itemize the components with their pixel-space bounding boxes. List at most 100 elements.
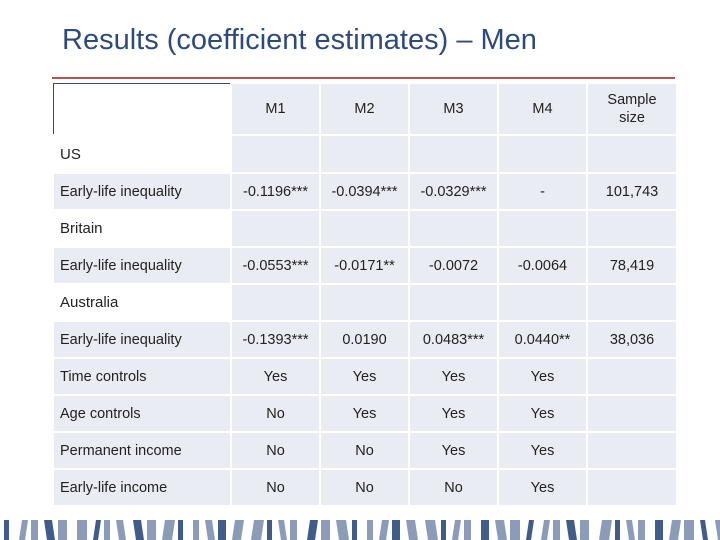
cell-m1: -0.1393*** — [230, 320, 321, 359]
table-row-permanent-income: Permanent income No No Yes Yes — [52, 431, 678, 470]
cell-m4: Yes — [497, 468, 588, 507]
section-name: Australia — [52, 283, 232, 322]
section-filler-cell — [497, 209, 588, 248]
row-label: Age controls — [52, 394, 232, 433]
row-label: Early-life inequality — [52, 246, 232, 285]
stripe-bar — [669, 520, 681, 540]
stripe-bar — [367, 520, 373, 540]
stripe-bar — [392, 520, 400, 540]
stripe-bar — [481, 520, 489, 540]
cell-m1: Yes — [230, 357, 321, 396]
column-header-sample-size: Sample size — [586, 82, 678, 136]
section-row-us: US — [52, 134, 678, 174]
section-row-australia: Australia — [52, 283, 678, 322]
stripe-bar — [425, 520, 438, 540]
decorative-footer-stripe — [0, 516, 720, 540]
cell-m2: Yes — [319, 394, 410, 433]
table-row-early-life-income: Early-life income No No No Yes — [52, 468, 678, 507]
section-filler-cell — [408, 209, 499, 248]
stripe-bar — [133, 520, 144, 540]
cell-sample-size — [586, 431, 678, 470]
cell-m3: No — [408, 468, 499, 507]
row-label: Permanent income — [52, 431, 232, 470]
stripe-bar — [379, 520, 389, 540]
cell-m1: No — [230, 394, 321, 433]
stripe-bar — [526, 520, 534, 540]
table-row-britain-early-life-inequality: Early-life inequality -0.0553*** -0.0171… — [52, 246, 678, 285]
row-label: Early-life inequality — [52, 172, 232, 211]
cell-m3: -0.0329*** — [408, 172, 499, 211]
cell-sample-size — [586, 394, 678, 433]
stripe-bar — [205, 520, 215, 540]
stripe-bar — [464, 520, 471, 540]
section-filler-cell — [408, 134, 499, 174]
stripe-bar — [278, 520, 287, 540]
stripe-bar — [406, 520, 418, 540]
stripe-bar — [553, 520, 560, 540]
stripe-bar — [44, 520, 55, 540]
cell-m4: Yes — [497, 394, 588, 433]
section-filler-cell — [319, 209, 410, 248]
section-filler-cell — [230, 209, 321, 248]
cell-m3: Yes — [408, 394, 499, 433]
stripe-bar — [336, 520, 349, 540]
section-filler-cell — [319, 134, 410, 174]
cell-sample-size: 78,419 — [586, 246, 678, 285]
section-filler-cell — [497, 134, 588, 174]
stripe-bar — [77, 520, 87, 540]
stripe-bar — [510, 520, 520, 540]
stripe-bar — [267, 520, 272, 540]
stripe-bar — [232, 520, 244, 540]
stripe-bar — [290, 520, 297, 540]
stripe-bar — [307, 520, 318, 540]
stripe-bar — [566, 520, 577, 540]
cell-m3: Yes — [408, 357, 499, 396]
stripe-bar — [147, 520, 156, 540]
table-row-age-controls: Age controls No Yes Yes Yes — [52, 394, 678, 433]
cell-m2: No — [319, 431, 410, 470]
cell-m4: -0.0064 — [497, 246, 588, 285]
stripe-bar — [116, 520, 126, 540]
column-header-m3: M3 — [408, 82, 499, 136]
stripe-bar — [321, 520, 330, 540]
cell-m3: -0.0072 — [408, 246, 499, 285]
cell-m1: No — [230, 468, 321, 507]
slide-title: Results (coefficient estimates) – Men — [62, 24, 537, 56]
stripe-bar — [441, 520, 446, 540]
cell-m2: -0.0171** — [319, 246, 410, 285]
stripe-bar — [615, 520, 620, 540]
table-row-us-early-life-inequality: Early-life inequality -0.1196*** -0.0394… — [52, 172, 678, 211]
footer-pattern-graphic — [4, 520, 720, 540]
stripe-bar — [684, 520, 694, 540]
cell-sample-size: 101,743 — [586, 172, 678, 211]
stripe-bar — [452, 520, 461, 540]
cell-m2: -0.0394*** — [319, 172, 410, 211]
cell-m3: 0.0483*** — [408, 320, 499, 359]
cell-m4: - — [497, 172, 588, 211]
cell-sample-size — [586, 357, 678, 396]
section-filler-cell — [408, 283, 499, 322]
cell-sample-size: 38,036 — [586, 320, 678, 359]
header-row: M1 M2 M3 M4 Sample size — [52, 82, 678, 136]
cell-m2: 0.0190 — [319, 320, 410, 359]
stripe-bar — [193, 520, 199, 540]
stripe-bar — [541, 520, 550, 540]
title-underline — [52, 77, 675, 79]
table-row-australia-early-life-inequality: Early-life inequality -0.1393*** 0.0190 … — [52, 320, 678, 359]
section-filler-cell — [497, 283, 588, 322]
stripe-bar — [251, 520, 264, 540]
stripe-bar — [626, 520, 635, 540]
section-name: Britain — [52, 209, 232, 248]
stripe-bar — [599, 520, 612, 540]
stripe-bar — [162, 520, 175, 540]
cell-m1: -0.0553*** — [230, 246, 321, 285]
stripe-bar — [638, 520, 645, 540]
stripe-bar — [580, 520, 589, 540]
section-filler-cell — [230, 283, 321, 322]
stripe-bar — [655, 520, 663, 540]
stripe-bar — [4, 520, 9, 540]
stripe-bar — [700, 520, 708, 540]
column-header-m4: M4 — [497, 82, 588, 136]
results-table: M1 M2 M3 M4 Sample size US Early-life ine… — [52, 82, 678, 507]
row-label: Early-life inequality — [52, 320, 232, 359]
